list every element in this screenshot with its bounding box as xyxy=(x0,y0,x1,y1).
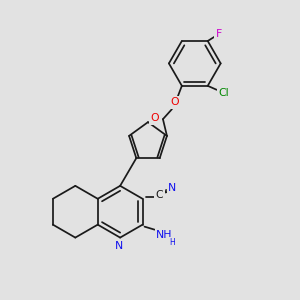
Text: H: H xyxy=(169,238,175,247)
Text: F: F xyxy=(216,29,222,39)
Text: N: N xyxy=(168,183,176,193)
Text: N: N xyxy=(115,241,123,250)
Text: Cl: Cl xyxy=(218,88,229,98)
Text: C: C xyxy=(156,190,163,200)
Text: O: O xyxy=(171,97,179,107)
Text: NH: NH xyxy=(156,230,173,240)
Text: O: O xyxy=(151,113,159,123)
